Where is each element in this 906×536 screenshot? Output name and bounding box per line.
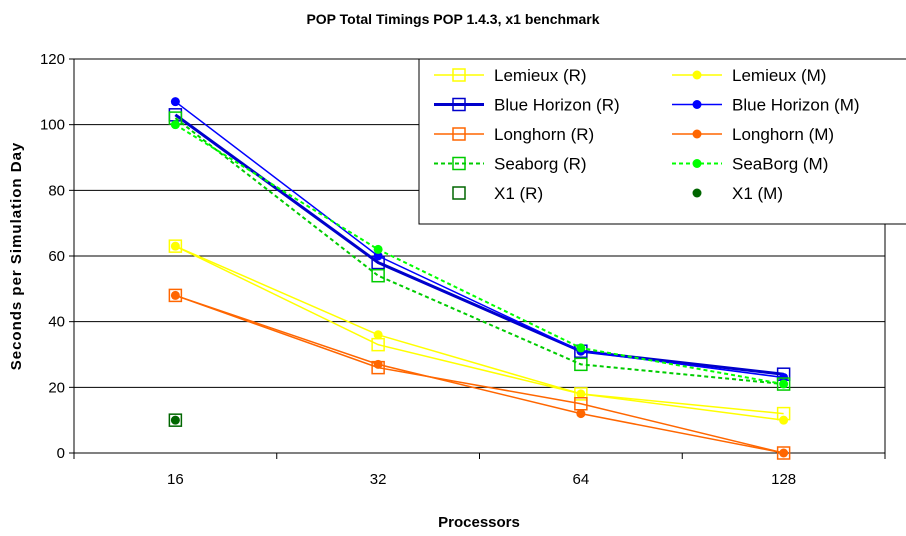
data-point [776,377,791,391]
legend-marker [692,70,702,80]
legend-item: SeaBorg (M) [672,155,828,174]
x-tick-label: 32 [370,471,387,488]
series-line [174,123,784,386]
legend-item: Seaborg (R) [434,155,587,174]
legend-marker [692,100,702,109]
legend-marker [452,186,466,200]
x-axis-label: Processors [438,514,520,531]
legend-label: Blue Horizon (R) [494,96,620,115]
legend-item: X1 (M) [692,184,783,203]
series-8 [168,413,183,427]
data-point [779,415,789,425]
data-point [574,357,588,372]
legend-item: Longhorn (R) [434,125,594,144]
data-point [373,244,383,254]
data-point [170,241,180,251]
data-point [576,343,586,353]
legend-label: Longhorn (M) [732,125,834,144]
chart-title: POP Total Timings POP 1.4.3, x1 benchmar… [306,11,599,27]
legend-label: X1 (R) [494,184,543,203]
legend-marker [452,97,466,112]
x-tick-label: 16 [167,471,184,488]
data-point [168,239,183,253]
y-tick-label: 20 [48,379,65,396]
data-point [373,359,383,369]
data-point [373,330,383,340]
data-point [168,413,183,427]
series-1 [170,241,789,425]
legend-item: Lemieux (M) [672,66,826,85]
legend-label: SeaBorg (M) [732,155,828,174]
legend-box [418,58,906,225]
legend-marker [452,68,466,82]
series-line [174,113,784,376]
y-tick-label: 40 [48,314,65,331]
legend: Lemieux (R) Lemieux (M) Blue Horizon (R) Bl… [418,58,906,225]
series-group [168,97,791,460]
x-tick-label: 64 [573,471,590,488]
y-tick-label: 120 [40,51,65,68]
series-line [175,245,784,415]
series-line [175,294,784,454]
y-tick-label: 60 [48,248,65,265]
legend-marker [692,188,702,198]
legend-item: Longhorn (M) [672,125,834,144]
legend-label: Longhorn (R) [494,125,594,144]
series-0 [168,239,791,421]
data-point [168,288,183,303]
legend-item: Blue Horizon (M) [672,96,860,115]
series-9 [170,415,180,425]
legend-label: Seaborg (R) [494,155,587,174]
legend-marker [452,127,466,141]
legend-label: X1 (M) [732,184,783,203]
x-tick-label: 128 [771,471,796,488]
data-point [779,379,789,389]
data-point [170,415,180,425]
data-point [576,389,586,399]
series-7 [170,120,789,389]
data-point [574,387,588,401]
data-point [170,120,180,130]
legend-item: Lemieux (R) [434,66,587,85]
series-line [175,294,784,454]
series-line [174,101,784,379]
legend-label: Lemieux (R) [494,66,587,85]
legend-label: Blue Horizon (M) [732,96,860,115]
data-point [776,446,791,460]
legend-marker [692,159,702,168]
series-5 [170,290,789,458]
data-point [779,448,789,458]
legend-marker [692,129,702,139]
x-axis: 16 32 64 128 [73,453,886,488]
y-axis: 0 20 40 60 80 100 120 [40,51,74,462]
data-point [576,409,586,419]
y-tick-label: 0 [57,445,65,462]
legend-label: Lemieux (M) [732,66,826,85]
y-axis-label: Seconds per Simulation Day [8,142,25,371]
legend-item: X1 (R) [452,184,543,203]
data-point [371,268,385,283]
y-tick-label: 100 [40,117,65,134]
data-point [170,290,180,300]
data-point [373,251,383,261]
legend-marker [452,156,466,171]
legend-item: Blue Horizon (R) [434,96,620,115]
y-tick-label: 80 [48,182,65,199]
data-point [170,97,180,107]
series-line [174,117,784,386]
series-line [175,245,784,421]
